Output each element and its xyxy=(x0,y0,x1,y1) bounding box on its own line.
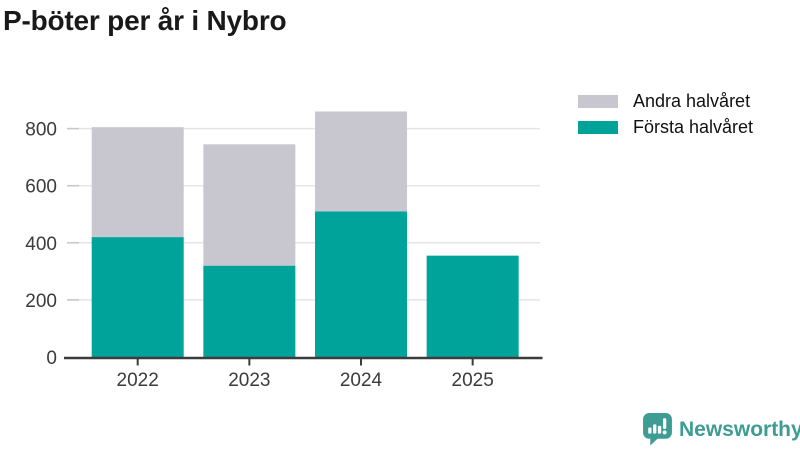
y-axis-tick-label: 800 xyxy=(25,120,57,141)
y-axis-tick-label: 600 xyxy=(25,177,57,198)
newsworthy-brand-name: Newsworthy xyxy=(679,417,800,441)
y-axis-tick-label: 0 xyxy=(46,348,57,369)
newsworthy-brand[interactable]: Newsworthy xyxy=(643,413,800,446)
bar-2024-forsta-halvaret[interactable] xyxy=(315,211,407,357)
bar-2024-andra-halvaret[interactable] xyxy=(315,111,407,212)
x-axis-tick-label: 2022 xyxy=(117,370,159,391)
legend-label-andra-halvaret: Andra halvåret xyxy=(633,90,751,111)
legend-swatch-andra-halvaret xyxy=(578,94,618,108)
x-axis-tick-label: 2023 xyxy=(228,370,270,391)
chart-legend: Andra halvåret Första halvåret xyxy=(578,88,753,140)
x-axis-tick-label: 2024 xyxy=(340,370,383,391)
legend-swatch-forsta-halvaret xyxy=(578,120,618,134)
legend-item-forsta-halvaret: Första halvåret xyxy=(578,114,753,140)
bar-2023-forsta-halvaret[interactable] xyxy=(203,265,296,357)
bar-2025-forsta-halvaret[interactable] xyxy=(426,255,519,357)
y-axis-tick-label: 400 xyxy=(25,234,57,255)
chart-title: P-böter per år i Nybro xyxy=(3,5,287,36)
bar-2022-andra-halvaret[interactable] xyxy=(91,127,184,238)
y-axis-tick-label: 200 xyxy=(25,291,57,312)
newsworthy-logo-icon xyxy=(643,413,672,446)
bar-2023-andra-halvaret[interactable] xyxy=(203,144,296,266)
legend-label-forsta-halvaret: Första halvåret xyxy=(633,116,754,137)
bar-2022-forsta-halvaret[interactable] xyxy=(91,237,184,357)
x-axis-tick-label: 2025 xyxy=(452,370,494,391)
legend-item-andra-halvaret: Andra halvåret xyxy=(578,88,753,114)
